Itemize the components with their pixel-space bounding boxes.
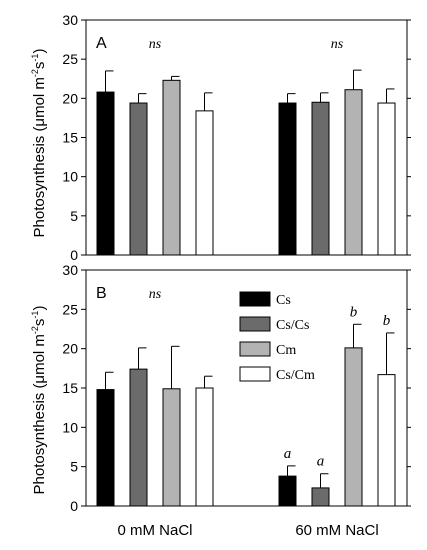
significance-letter: a: [284, 446, 292, 462]
legend: Cs Cs/Cs Cm Cs/Cm: [239, 291, 315, 383]
bar-cs-cs: [129, 368, 148, 507]
bar-cs-cm: [377, 102, 396, 256]
y-axis-label-exp1: -2: [30, 69, 40, 77]
y-axis-label: Photosynthesis (μmol m-2s-1): [30, 49, 48, 238]
bar-cs: [96, 91, 115, 256]
y-axis-label-main: Photosynthesis (: [31, 127, 48, 238]
y-tick-label: 0: [70, 247, 78, 263]
legend-swatch-cs-cs: [239, 316, 271, 332]
bar-cs-cm: [195, 110, 214, 256]
panel-b: 0 5 10 15 20 25 30 B ns a a b b: [62, 262, 411, 514]
y-tick-label: 25: [62, 51, 78, 67]
y-tick-label: 10: [62, 169, 78, 185]
group-annotation: ns: [149, 287, 162, 302]
y-axis-label-unit: μmol m: [31, 77, 48, 126]
y-axis-label-close: ): [31, 306, 48, 311]
legend-swatch-cs-cm: [239, 366, 271, 382]
legend-label: Cs/Cs: [276, 318, 309, 333]
svg-text:Photosynthesis (μmol m-2s-1): Photosynthesis (μmol m-2s-1): [30, 306, 48, 495]
legend-label: Cs/Cm: [276, 368, 315, 383]
bar-cs: [96, 389, 115, 507]
bar-cs-cm: [195, 387, 214, 507]
significance-letter: b: [383, 313, 391, 329]
panel-label: B: [96, 285, 107, 302]
y-tick-label: 5: [70, 208, 78, 224]
legend-label: Cm: [276, 343, 296, 358]
significance-letter: a: [317, 454, 325, 470]
y-tick-label: 15: [62, 380, 78, 396]
bar-cm: [162, 388, 181, 507]
y-axis-label-close: ): [31, 49, 48, 54]
legend-label: Cs: [276, 293, 291, 308]
bar-cs-cs: [311, 487, 330, 507]
bar-cm: [344, 347, 363, 507]
bar-cm: [344, 89, 363, 256]
legend-swatch-cm: [239, 341, 271, 357]
bar-cs: [278, 475, 297, 507]
y-axis-label-lower: Photosynthesis (μmol m-2s-1): [30, 306, 48, 495]
panel-a: 0 5 10 15 20 25 30 A ns ns: [62, 12, 411, 263]
group-annotation: ns: [149, 37, 162, 52]
y-axis-label-exp2: -1: [30, 311, 40, 319]
panel-label: A: [96, 35, 107, 52]
y-tick-label: 30: [62, 262, 78, 278]
bar-cs-cs: [129, 102, 148, 256]
y-axis-label-exp2: -1: [30, 54, 40, 62]
y-axis-label-s: s: [31, 319, 48, 327]
significance-letter: b: [350, 304, 358, 320]
legend-swatch-cs: [239, 291, 271, 307]
x-category-label: 0 mM NaCl: [117, 522, 192, 539]
x-category-label: 60 mM NaCl: [295, 522, 378, 539]
bar-cs-cs: [311, 101, 330, 256]
y-tick-label: 25: [62, 301, 78, 317]
svg-text:Photosynthesis (μmol m-2s-1): Photosynthesis (μmol m-2s-1): [30, 49, 48, 238]
y-axis-label-main: Photosynthesis (: [31, 384, 48, 495]
y-tick-label: 0: [70, 498, 78, 514]
y-axis-label-s: s: [31, 62, 48, 70]
y-tick-label: 10: [62, 419, 78, 435]
group-annotation: ns: [331, 37, 344, 52]
y-tick-label: 20: [62, 90, 78, 106]
y-axis-label-exp1: -2: [30, 326, 40, 334]
y-tick-label: 5: [70, 459, 78, 475]
bar-cs-cm: [377, 374, 396, 507]
bar-cm: [162, 79, 181, 256]
y-tick-label: 30: [62, 12, 78, 28]
y-tick-label: 20: [62, 341, 78, 357]
y-tick-label: 15: [62, 130, 78, 146]
y-axis-label-unit: μmol m: [31, 334, 48, 383]
bar-cs: [278, 102, 297, 256]
